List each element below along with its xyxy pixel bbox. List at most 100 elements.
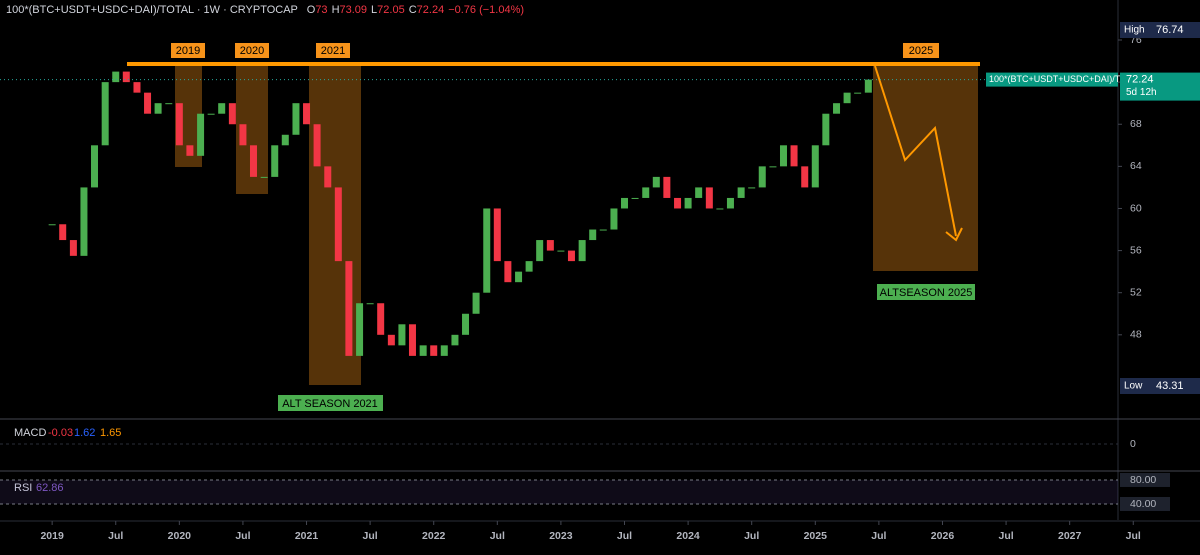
candle	[260, 176, 268, 178]
x-tick-label: Jul	[617, 530, 632, 542]
candle	[642, 187, 650, 198]
y-tick-label: 64	[1130, 160, 1142, 172]
candle	[345, 261, 353, 356]
candle	[197, 113, 205, 156]
candle	[207, 113, 215, 115]
candle	[408, 324, 416, 356]
candle	[864, 79, 872, 93]
zone	[873, 64, 978, 271]
alt-label: ALTSEASON 2025	[880, 287, 973, 299]
zone-label: 2021	[321, 45, 345, 57]
candle	[716, 208, 724, 210]
zone-label-bg	[235, 43, 269, 58]
x-tick-label: Jul	[998, 530, 1013, 542]
candle	[239, 124, 247, 146]
zone-label-bg	[903, 43, 939, 58]
candle	[249, 145, 257, 177]
x-tick-label: Jul	[871, 530, 886, 542]
macd-tick-label: 0	[1130, 438, 1136, 450]
y-tick-label: 52	[1130, 286, 1142, 298]
macd-value: -0.03	[48, 427, 73, 439]
ohlc-value: 73.09	[340, 4, 368, 16]
candle	[366, 303, 374, 305]
candle	[833, 103, 841, 114]
candle	[112, 71, 120, 83]
candle	[430, 345, 438, 356]
candle	[504, 261, 512, 283]
candle	[48, 224, 56, 226]
candle	[525, 261, 533, 272]
candle	[599, 229, 607, 231]
candle	[165, 103, 173, 105]
ohlc-label: C	[409, 4, 417, 16]
countdown: 5d 12h	[1126, 87, 1157, 98]
rsi-tick-bg	[1120, 496, 1170, 511]
candle	[483, 208, 491, 293]
candle	[748, 187, 756, 189]
last-price-tag	[1120, 72, 1200, 101]
candle	[801, 166, 809, 188]
candle	[281, 134, 289, 146]
x-tick-label: 2021	[295, 530, 319, 542]
candle	[546, 240, 554, 251]
zone-label: 2019	[176, 45, 200, 57]
rsi-value: 62.86	[36, 482, 64, 494]
high-value: 76.74	[1156, 24, 1184, 36]
low-label: Low	[1124, 381, 1143, 392]
x-tick-label: Jul	[744, 530, 759, 542]
macd-value: 1.65	[100, 427, 121, 439]
candle	[334, 187, 342, 262]
candle	[186, 145, 194, 156]
x-tick-label: Jul	[363, 530, 378, 542]
zones	[175, 64, 978, 385]
alt-label-bg	[278, 395, 383, 411]
low-box	[1120, 378, 1200, 394]
candle	[726, 197, 734, 209]
candle	[398, 324, 406, 346]
alt-label: ALT SEASON 2021	[282, 398, 378, 410]
ohlc-label: H	[332, 4, 340, 16]
last-price-name: 100*(BTC+USDT+USDC+DAI)/TOTAL	[989, 74, 1143, 84]
candle	[419, 345, 427, 356]
candle	[144, 92, 152, 114]
x-tick-label: 2023	[549, 530, 573, 542]
symbol: 100*(BTC+USDT+USDC+DAI)/TOTAL	[6, 4, 194, 16]
candle	[80, 187, 88, 256]
candle	[154, 103, 162, 114]
x-tick-label: Jul	[1126, 530, 1141, 542]
zone-label: 2020	[240, 45, 264, 57]
candle	[610, 208, 618, 230]
high-box	[1120, 22, 1200, 38]
change: −0.76 (−1.04%)	[448, 4, 524, 16]
candle	[811, 145, 819, 188]
candle	[440, 345, 448, 356]
last-price: 72.24	[1126, 74, 1154, 86]
x-tick-label: 2026	[931, 530, 955, 542]
candle	[313, 124, 321, 167]
candle	[122, 71, 130, 83]
zone-label-bg	[171, 43, 205, 58]
rsi-tick-label: 40.00	[1130, 498, 1156, 510]
x-tick-label: 2019	[40, 530, 64, 542]
candle	[292, 103, 300, 135]
candle	[652, 176, 660, 188]
rsi-tick-label: 80.00	[1130, 474, 1156, 486]
x-tick-label: Jul	[490, 530, 505, 542]
x-tick-label: 2022	[422, 530, 446, 542]
candle	[133, 82, 141, 93]
x-tick-label: 2025	[804, 530, 828, 542]
x-tick-label: Jul	[108, 530, 123, 542]
candle	[271, 145, 279, 177]
candle	[536, 240, 544, 262]
zone-label-bg	[316, 43, 350, 58]
rsi-band	[0, 479, 1118, 504]
candle	[684, 197, 692, 209]
exchange: CRYPTOCAP	[230, 4, 298, 16]
candle	[462, 313, 470, 335]
y-tick-label: 56	[1130, 244, 1142, 256]
candle	[621, 197, 629, 209]
x-tick-label: Jul	[235, 530, 250, 542]
candle	[843, 92, 851, 104]
